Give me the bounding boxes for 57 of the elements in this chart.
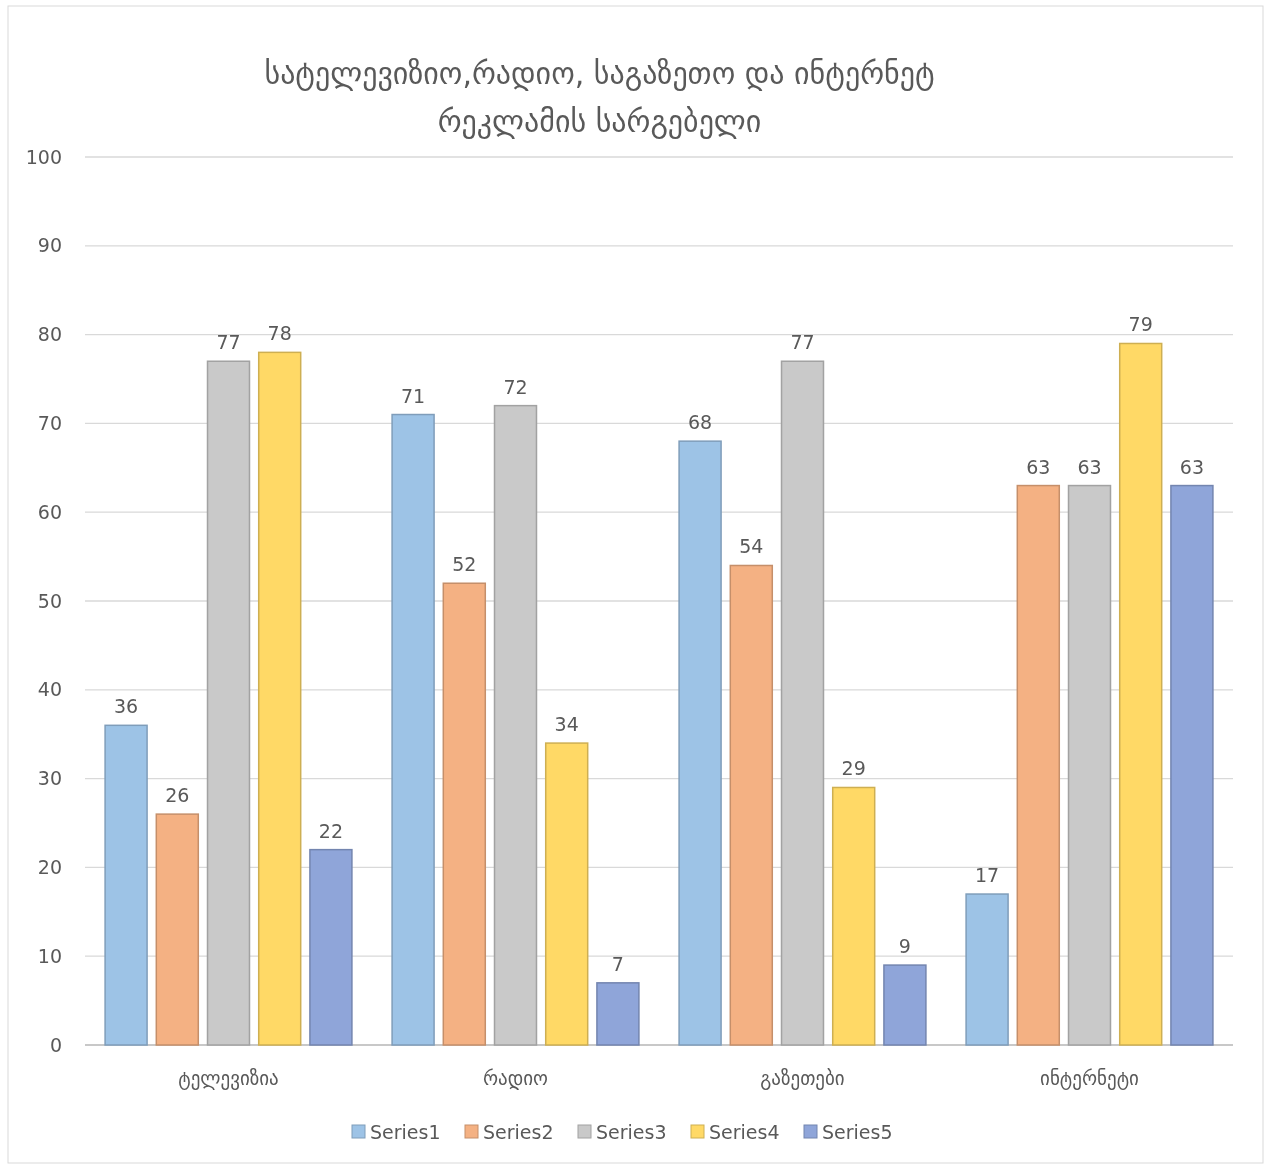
y-tick-label: 40 (37, 678, 62, 701)
bar (442, 582, 487, 1046)
data-label: 34 (554, 713, 579, 736)
bar (104, 724, 148, 1046)
y-tick-label: 30 (37, 767, 62, 790)
bar (1170, 484, 1214, 1046)
y-tick-label: 60 (37, 500, 62, 523)
bar (831, 786, 876, 1046)
y-tick-label: 0 (49, 1033, 62, 1056)
data-label: 52 (452, 553, 477, 576)
data-label: 63 (1179, 455, 1205, 478)
data-label: 36 (113, 695, 139, 718)
bar (678, 440, 722, 1046)
bar (596, 982, 640, 1046)
bar (1016, 484, 1061, 1046)
data-label: 29 (841, 757, 866, 780)
y-tick-label: 20 (37, 856, 62, 879)
y-tick-label: 80 (37, 323, 62, 346)
x-tick-label: ინტერნეტი (1040, 1067, 1139, 1090)
bar (155, 813, 200, 1046)
x-tick-label: გაზეთები (760, 1067, 845, 1090)
y-tick-label: 10 (37, 944, 62, 967)
data-label: 79 (1128, 313, 1153, 336)
bar (257, 351, 302, 1046)
data-label: 71 (400, 384, 426, 407)
bar (965, 893, 1009, 1046)
y-tick-label: 70 (37, 412, 62, 435)
data-label: 54 (739, 535, 764, 558)
data-label: 77 (216, 331, 241, 354)
y-tick-label: 100 (25, 145, 62, 168)
bar (883, 964, 927, 1046)
data-label: 72 (503, 375, 528, 398)
data-label: 17 (974, 864, 1000, 887)
data-label: 63 (1077, 455, 1102, 478)
data-label: 68 (687, 411, 713, 434)
y-tick-label: 50 (37, 589, 62, 612)
legend-label: Series2 (483, 1120, 554, 1143)
data-label: 7 (611, 952, 624, 975)
data-label: 77 (790, 331, 815, 354)
data-label: 22 (318, 819, 344, 842)
bar (309, 848, 353, 1046)
bar (729, 564, 774, 1046)
bar (391, 413, 435, 1046)
data-label: 78 (267, 322, 292, 345)
data-label: 26 (165, 784, 190, 807)
legend-label: Series5 (822, 1120, 893, 1143)
legend-label: Series1 (370, 1120, 441, 1143)
legend-label: Series4 (709, 1120, 780, 1143)
x-tick-label: ტელევიზია (178, 1067, 279, 1090)
data-label: 9 (898, 935, 911, 958)
y-tick-label: 90 (37, 234, 62, 257)
data-label: 63 (1026, 455, 1051, 478)
bar (544, 742, 589, 1046)
x-tick-label: რადიო (482, 1067, 549, 1090)
chart-title: სატელევიზიო,რადიო, საგაზეთო და ინტერნეტ რეკლამის სარგებელი (264, 56, 935, 139)
bar (1118, 342, 1163, 1046)
legend-label: Series3 (596, 1120, 667, 1143)
